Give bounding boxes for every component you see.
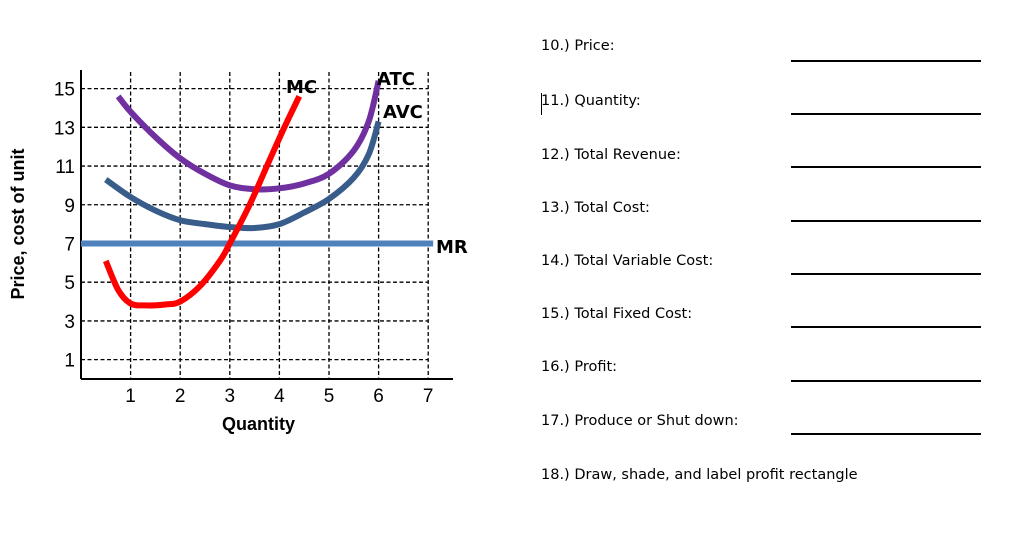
x-tick-label: 2 xyxy=(175,386,186,407)
question-17: 17.) Produce or Shut down: xyxy=(541,413,739,429)
x-tick-label: 7 xyxy=(423,386,434,407)
y-tick-label: 11 xyxy=(55,157,75,178)
series-mc-curve xyxy=(103,95,302,309)
x-tick-label: 1 xyxy=(125,386,136,407)
answer-blank-14[interactable] xyxy=(791,273,981,275)
question-18: 18.) Draw, shade, and label profit recta… xyxy=(541,467,858,483)
x-tick-label: 3 xyxy=(225,386,236,407)
x-tick-label: 4 xyxy=(274,386,285,407)
y-tick-label: 3 xyxy=(64,312,75,333)
question-16: 16.) Profit: xyxy=(541,359,618,375)
question-10: 10.) Price: xyxy=(541,38,615,54)
chart-series xyxy=(81,80,434,309)
series-atc-curve xyxy=(115,80,382,193)
y-tick-label: 1 xyxy=(64,351,75,372)
answer-blank-13[interactable] xyxy=(791,220,981,222)
x-tick-label: 6 xyxy=(373,386,384,407)
chart-series-labels: MC AVC ATC MR xyxy=(286,69,468,258)
x-tick-label: 5 xyxy=(324,386,335,407)
question-12: 12.) Total Revenue: xyxy=(541,147,681,163)
series-avc-curve xyxy=(104,120,382,232)
y-tick-label: 9 xyxy=(64,196,75,217)
question-13: 13.) Total Cost: xyxy=(541,200,650,216)
answer-blank-16[interactable] xyxy=(791,380,981,382)
x-axis-label: Quantity xyxy=(222,414,296,434)
answer-blank-15[interactable] xyxy=(791,326,981,328)
series-label-atc: ATC xyxy=(377,69,415,90)
answer-blank-11[interactable] xyxy=(791,113,981,115)
cost-curves-chart: 1 3 5 7 9 11 13 15 1 2 3 4 5 6 7 MC AVC ATC MR Price, cos… xyxy=(8,69,468,434)
chart-axes xyxy=(80,70,453,380)
y-tick-label: 13 xyxy=(54,118,75,139)
y-tick-label: 15 xyxy=(54,80,75,101)
answer-blank-17[interactable] xyxy=(791,433,981,435)
question-14: 14.) Total Variable Cost: xyxy=(541,253,714,269)
y-axis-label: Price, cost of unit xyxy=(8,148,28,300)
text-cursor xyxy=(541,93,542,115)
y-tick-label: 7 xyxy=(64,234,75,255)
y-tick-label: 5 xyxy=(64,273,75,294)
question-11: 11.) Quantity: xyxy=(541,93,641,109)
question-15: 15.) Total Fixed Cost: xyxy=(541,306,693,322)
series-label-avc: AVC xyxy=(383,102,423,123)
answer-blank-12[interactable] xyxy=(791,166,981,168)
answer-blank-10[interactable] xyxy=(791,60,981,62)
series-label-mr: MR xyxy=(436,237,468,258)
series-label-mc: MC xyxy=(286,77,317,98)
